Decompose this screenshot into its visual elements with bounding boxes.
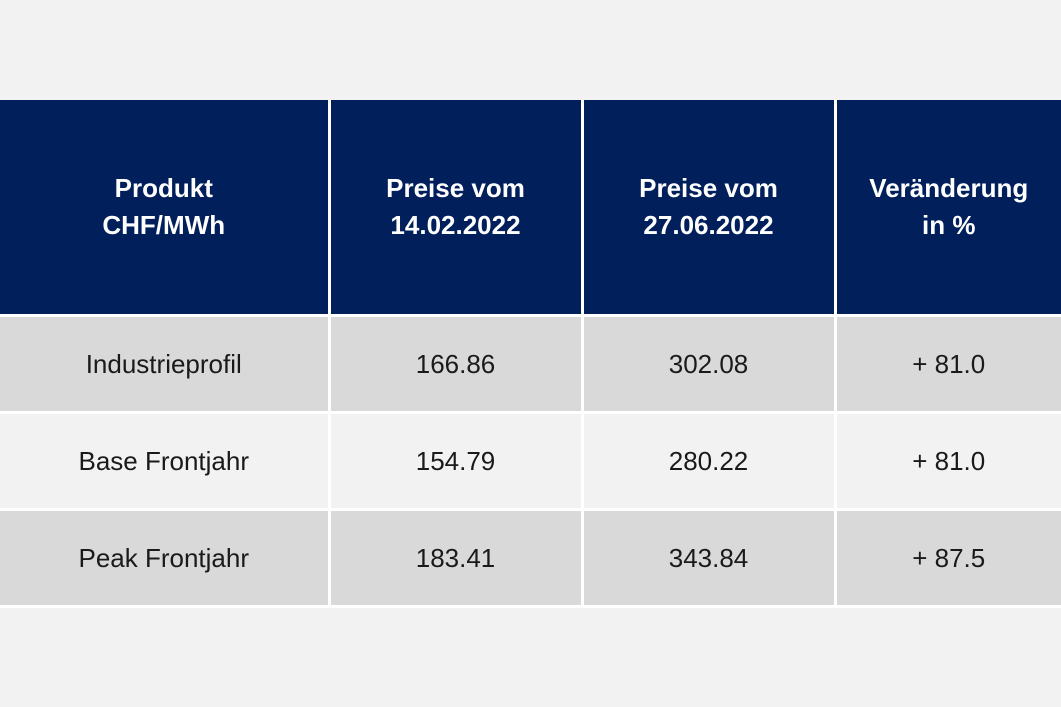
header-product-line-1: Produkt xyxy=(114,173,213,203)
header-change-percent: Veränderung in % xyxy=(833,100,1061,317)
header-price-date-1-line-1: Preise vom xyxy=(386,173,525,203)
cell-price-2: 302.08 xyxy=(580,315,835,414)
table-row: Industrieprofil 166.86 302.08 + 81.0 xyxy=(0,315,1061,414)
table-row: Base Frontjahr 154.79 280.22 + 81.0 xyxy=(0,412,1061,511)
cell-price-2: 343.84 xyxy=(580,509,835,608)
cell-price-1: 154.79 xyxy=(327,412,582,511)
header-price-date-2-line-2: 27.06.2022 xyxy=(643,210,774,240)
header-product: Produkt CHF/MWh xyxy=(0,100,329,317)
header-product-line-2: CHF/MWh xyxy=(102,210,226,240)
cell-change: + 81.0 xyxy=(833,315,1061,414)
cell-price-1: 166.86 xyxy=(327,315,582,414)
table-body: Industrieprofil 166.86 302.08 + 81.0 Bas… xyxy=(0,315,1061,608)
cell-product: Base Frontjahr xyxy=(0,412,329,511)
table-header: Produkt CHF/MWh Preise vom 14.02.2022 Pr… xyxy=(0,100,1061,317)
header-price-date-2-line-1: Preise vom xyxy=(639,173,778,203)
cell-price-2: 280.22 xyxy=(580,412,835,511)
header-change-line-1: Veränderung xyxy=(869,173,1029,203)
header-change-line-2: in % xyxy=(922,210,976,240)
header-price-date-1-line-2: 14.02.2022 xyxy=(390,210,521,240)
cell-product: Peak Frontjahr xyxy=(0,509,329,608)
header-row: Produkt CHF/MWh Preise vom 14.02.2022 Pr… xyxy=(0,100,1061,317)
cell-product: Industrieprofil xyxy=(0,315,329,414)
header-price-date-1: Preise vom 14.02.2022 xyxy=(327,100,582,317)
cell-price-1: 183.41 xyxy=(327,509,582,608)
header-price-date-2: Preise vom 27.06.2022 xyxy=(580,100,835,317)
cell-change: + 81.0 xyxy=(833,412,1061,511)
price-comparison-table: Produkt CHF/MWh Preise vom 14.02.2022 Pr… xyxy=(0,100,1061,608)
cell-change: + 87.5 xyxy=(833,509,1061,608)
table-row: Peak Frontjahr 183.41 343.84 + 87.5 xyxy=(0,509,1061,608)
